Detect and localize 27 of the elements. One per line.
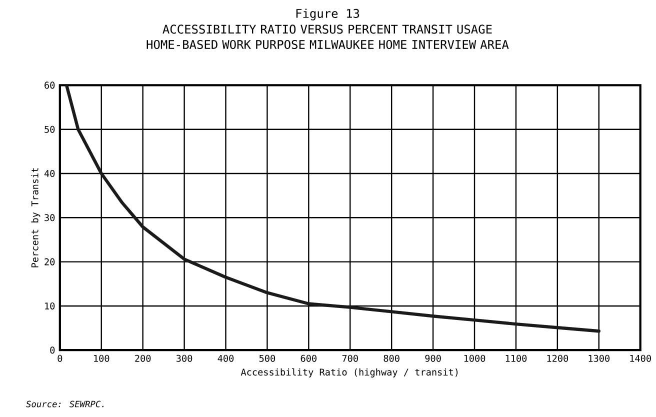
x-tick-label: 200 [135,354,151,362]
x-tick-label: 300 [176,354,192,362]
x-tick-label: 500 [259,354,276,362]
chart-title: Figure 13 [296,8,360,20]
x-tick-label: 600 [300,354,316,362]
x-tick-label: 0 [58,354,62,362]
x-tick-label: 1400 [630,354,651,362]
x-tick-label: 1200 [547,354,568,362]
x-tick-label: 700 [342,354,358,362]
x-tick-label: 1300 [588,354,610,362]
x-tick-label: 100 [94,354,110,362]
x-tick-label: 1000 [464,354,486,362]
y-tick-label: 0 [50,346,55,354]
y-tick-label: 20 [44,258,55,266]
source-note: Source: SEWRPC. [26,400,104,408]
x-tick-label: 1100 [506,354,527,362]
y-tick-label: 30 [44,214,55,222]
x-tick-label: 900 [425,354,441,362]
y-tick-label: 50 [44,126,55,133]
y-axis-title: Percent by Transit [31,168,40,268]
chart-subtitle: ACCESSIBILITY RATIO VERSUS PERCENT TRANSIT USAGE HOME-BASED WORK PURPOSE MILWAUKEE HOME INTERVIEW AREA [146,24,509,49]
y-tick-label: 40 [44,170,55,177]
x-tick-label: 400 [218,354,234,362]
x-axis-title: Accessibility Ratio (highway / transit) [240,368,458,378]
y-tick-label: 10 [45,302,55,310]
x-tick-label: 800 [384,354,400,362]
y-tick-label: 60 [44,82,55,89]
